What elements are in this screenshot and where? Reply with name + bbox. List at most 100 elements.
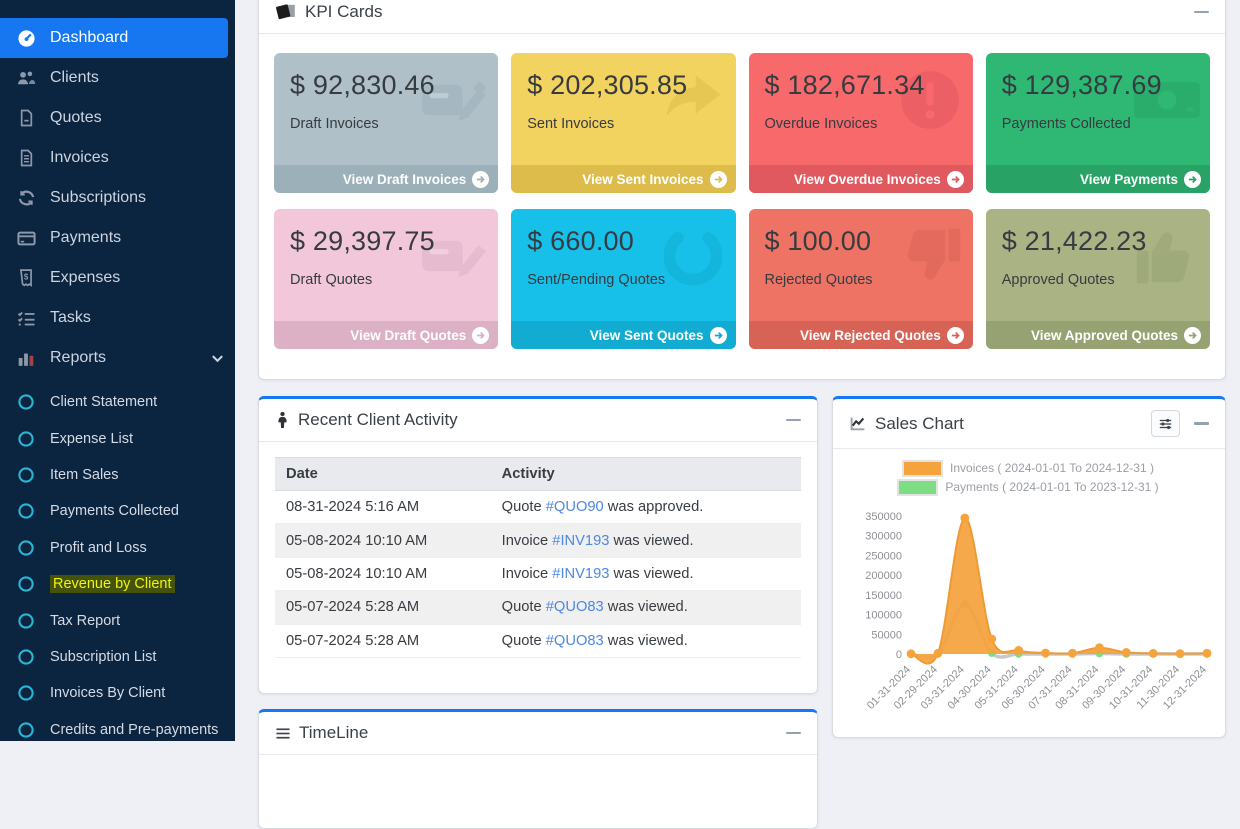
circle-icon [17, 575, 35, 593]
document-link[interactable]: #QUO83 [545, 632, 604, 649]
kpi-cards-panel: KPI Cards $ 92,830.46 Draft Invoices View … [258, 0, 1226, 380]
chart-filter-button[interactable] [1151, 410, 1180, 437]
sidebar-item-quotes[interactable]: Quotes [0, 98, 235, 138]
pencil-square-icon [422, 67, 488, 133]
kpi-label: Overdue Invoices [764, 116, 878, 132]
document-link[interactable]: #QUO90 [545, 499, 604, 516]
sidebar-item-label: Subscriptions [50, 189, 147, 206]
bars-icon [275, 726, 291, 741]
kpi-card-sent-pending-quotes: $ 660.00 Sent/Pending Quotes View Sent Quo… [511, 209, 736, 349]
sidebar-item-clients[interactable]: Clients [0, 58, 235, 98]
kpi-amount: $ 21,422.23 [1001, 226, 1147, 256]
kpi-amount: $ 202,305.85 [527, 70, 688, 100]
kpi-card-link-view-sent-quotes[interactable]: View Sent Quotes [511, 321, 736, 349]
collapse-icon[interactable] [1194, 422, 1209, 425]
legend-item: Invoices ( 2024-01-01 To 2024-12-31 ) [904, 461, 1154, 475]
collapse-icon[interactable] [1194, 10, 1209, 14]
circle-icon [17, 393, 35, 411]
legend-item: Payments ( 2024-01-01 To 2023-12-31 ) [899, 480, 1159, 494]
sidebar-subitem-invoices-by-client[interactable]: Invoices By Client [0, 675, 235, 711]
kpi-amount: $ 100.00 [764, 226, 872, 256]
sidebar-item-dashboard[interactable]: Dashboard [0, 18, 228, 58]
arrow-right-icon [709, 170, 727, 188]
sidebar-subitem-client-statement[interactable]: Client Statement [0, 384, 235, 420]
document-link[interactable]: #QUO83 [545, 599, 604, 616]
kpi-card-link-view-rejected-quotes[interactable]: View Rejected Quotes [748, 321, 973, 349]
timeline-panel-header: TimeLine [259, 712, 817, 755]
document-link[interactable]: #INV193 [552, 532, 610, 549]
kpi-amount: $ 92,830.46 [290, 70, 435, 100]
sidebar-item-label: Quotes [50, 109, 102, 126]
kpi-card-link-view-payments[interactable]: View Payments [985, 165, 1210, 193]
sidebar-subitem-label: Item Sales [50, 466, 119, 483]
circle-notch-icon [660, 223, 726, 289]
kpi-card-link-view-overdue-invoices[interactable]: View Overdue Invoices [748, 165, 973, 193]
sidebar-item-payments[interactable]: Payments [0, 218, 235, 258]
exclamation-circle-icon [897, 67, 963, 133]
kpi-card-rejected-quotes: $ 100.00 Rejected Quotes View Rejected Quo… [748, 209, 973, 349]
arrow-right-icon [946, 326, 964, 344]
file-lines-icon [14, 148, 38, 168]
pencil-icon [422, 223, 488, 289]
sidebar-subitem-credits-and-pre-payments[interactable]: Credits and Pre-payments [0, 712, 235, 748]
sidebar-subitem-label: Profit and Loss [50, 539, 147, 556]
activity-text: Quote #QUO83 was viewed. [490, 624, 801, 658]
column-header-activity: Activity [490, 457, 801, 491]
svg-text:150000: 150000 [865, 590, 902, 602]
sales-chart-svg: 0 50000 100000 150000 200000 250000 300000 3500… [865, 511, 1212, 712]
svg-text:$: $ [24, 273, 29, 282]
chart-legend: Invoices ( 2024-01-01 To 2024-12-31 ) Pay… [833, 449, 1225, 494]
circle-icon [17, 502, 35, 520]
sidebar-item-subscriptions[interactable]: Subscriptions [0, 178, 235, 218]
kpi-card-link-view-draft-invoices[interactable]: View Draft Invoices [274, 165, 499, 193]
svg-text:200000: 200000 [865, 570, 902, 582]
kpi-link-label: View Draft Invoices [342, 171, 467, 187]
sidebar-item-reports[interactable]: Reports [0, 338, 235, 378]
sidebar-subitem-tax-report[interactable]: Tax Report [0, 602, 235, 638]
sidebar: Dashboard Clients Quotes Invoices Subscripti… [0, 0, 235, 741]
collapse-icon[interactable] [786, 731, 801, 735]
sidebar-item-invoices[interactable]: Invoices [0, 138, 235, 178]
legend-label: Payments ( 2024-01-01 To 2023-12-31 ) [945, 480, 1159, 494]
sidebar-subitem-payments-collected[interactable]: Payments Collected [0, 493, 235, 529]
sidebar-menu: Dashboard Clients Quotes Invoices Subscripti… [0, 18, 235, 378]
sliders-icon [1159, 418, 1172, 429]
sidebar-subitem-label: Invoices By Client [50, 685, 166, 702]
svg-text:50000: 50000 [871, 629, 902, 641]
kpi-card-link-view-sent-invoices[interactable]: View Sent Invoices [511, 165, 736, 193]
kpi-card-link-view-draft-quotes[interactable]: View Draft Quotes [274, 321, 499, 349]
sidebar-item-label: Tasks [50, 309, 91, 326]
credit-card-icon [14, 228, 38, 248]
panel-title: TimeLine [299, 723, 369, 742]
kpi-card-link-view-approved-quotes[interactable]: View Approved Quotes [985, 321, 1210, 349]
kpi-card-overdue-invoices: $ 182,671.34 Overdue Invoices View Overdue… [748, 53, 973, 193]
sidebar-subitem-revenue-by-client[interactable]: Revenue by Client [0, 566, 235, 602]
document-link[interactable]: #INV193 [552, 565, 610, 582]
sidebar-item-tasks[interactable]: Tasks [0, 298, 235, 338]
sidebar-subitem-item-sales[interactable]: Item Sales [0, 457, 235, 493]
kpi-amount: $ 182,671.34 [764, 70, 925, 100]
activity-panel-header: Recent Client Activity [259, 399, 817, 442]
circle-icon [17, 466, 35, 484]
svg-text:350000: 350000 [865, 511, 902, 523]
sidebar-item-expenses[interactable]: $ Expenses [0, 258, 235, 298]
sales-chart: 0 50000 100000 150000 200000 250000 300000 3500… [833, 494, 1225, 743]
chart-line-icon [849, 415, 867, 432]
sidebar-subitem-subscription-list[interactable]: Subscription List [0, 639, 235, 675]
activity-date: 05-07-2024 5:28 AM [275, 590, 491, 625]
column-header-date: Date [275, 457, 491, 491]
collapse-icon[interactable] [786, 418, 801, 422]
activity-row: 05-07-2024 5:28 AM Quote #QUO83 was viewe… [275, 590, 801, 625]
list-check-icon [14, 308, 38, 328]
kpi-amount: $ 660.00 [527, 226, 634, 256]
kpi-card-approved-quotes: $ 21,422.23 Approved Quotes View Approved … [985, 209, 1210, 349]
sidebar-subitem-expense-list[interactable]: Expense List [0, 420, 235, 456]
kpi-card-draft-quotes: $ 29,397.75 Draft Quotes View Draft Quotes [274, 209, 499, 349]
arrow-right-icon [1184, 326, 1201, 344]
arrow-right-icon [472, 326, 490, 344]
activity-date: 05-07-2024 5:28 AM [275, 624, 491, 658]
kpi-label: Approved Quotes [1001, 272, 1115, 288]
sync-icon [14, 188, 38, 208]
sidebar-subitem-profit-and-loss[interactable]: Profit and Loss [0, 530, 235, 566]
kpi-card-sent-invoices: $ 202,305.85 Sent Invoices View Sent Invoi… [511, 53, 736, 193]
